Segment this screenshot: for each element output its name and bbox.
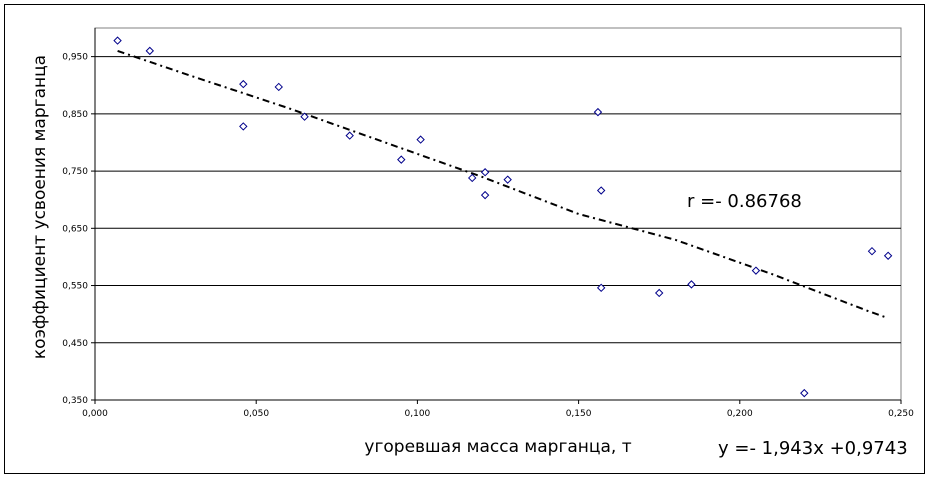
y-tick-label: 0,450 bbox=[62, 339, 88, 349]
x-tick-label: 0,150 bbox=[566, 409, 592, 419]
y-tick-label: 0,850 bbox=[62, 110, 88, 120]
data-point bbox=[397, 155, 406, 164]
data-point bbox=[113, 36, 122, 45]
axes bbox=[94, 28, 901, 401]
data-point bbox=[480, 168, 490, 177]
data-point bbox=[596, 283, 606, 293]
data-point bbox=[503, 175, 512, 184]
data-point bbox=[687, 280, 696, 289]
x-tick-label: 0,200 bbox=[727, 409, 753, 419]
data-point bbox=[883, 251, 893, 260]
y-tick-label: 0,650 bbox=[62, 224, 88, 234]
regression-equation: y =- 1,943x +0,9743 bbox=[718, 438, 908, 459]
data-point bbox=[145, 46, 155, 56]
y-tick-label: 0,350 bbox=[62, 396, 88, 406]
data-point bbox=[596, 186, 606, 195]
y-tick-labels: 0,350 0,450 0,550 0,650 0,750 0,850 0,950 bbox=[62, 53, 95, 406]
x-tick-label: 0,050 bbox=[243, 409, 269, 419]
y-tick-label: 0,750 bbox=[62, 167, 88, 177]
data-point bbox=[468, 173, 477, 183]
y-axis-title: коэффициент усвоения марганца bbox=[30, 55, 50, 359]
x-axis-title: угоревшая масса марганца, т bbox=[364, 437, 631, 457]
data-points bbox=[113, 36, 893, 398]
data-point bbox=[239, 79, 248, 89]
data-point bbox=[751, 266, 761, 275]
y-tick-label: 0,550 bbox=[62, 282, 88, 292]
correlation-annotation: r =- 0.86768 bbox=[687, 191, 802, 212]
data-point bbox=[800, 388, 809, 398]
data-point bbox=[300, 112, 309, 121]
x-tick-label: 0,100 bbox=[405, 409, 431, 419]
x-tick-labels: 0,000 0,050 0,100 0,150 0,200 0,250 bbox=[82, 400, 914, 419]
data-point bbox=[654, 288, 664, 298]
y-tick-label: 0,950 bbox=[62, 53, 88, 63]
data-point bbox=[867, 246, 877, 256]
x-tick-label: 0,250 bbox=[888, 409, 914, 419]
trendline bbox=[117, 49, 889, 320]
chart-frame bbox=[4, 4, 925, 474]
data-point bbox=[416, 135, 425, 144]
data-point bbox=[593, 107, 603, 117]
trendline-path bbox=[117, 49, 889, 320]
data-point bbox=[239, 122, 248, 131]
data-point bbox=[274, 82, 283, 92]
data-point bbox=[345, 131, 354, 140]
x-tick-label: 0,000 bbox=[82, 409, 108, 419]
data-point bbox=[480, 190, 490, 200]
